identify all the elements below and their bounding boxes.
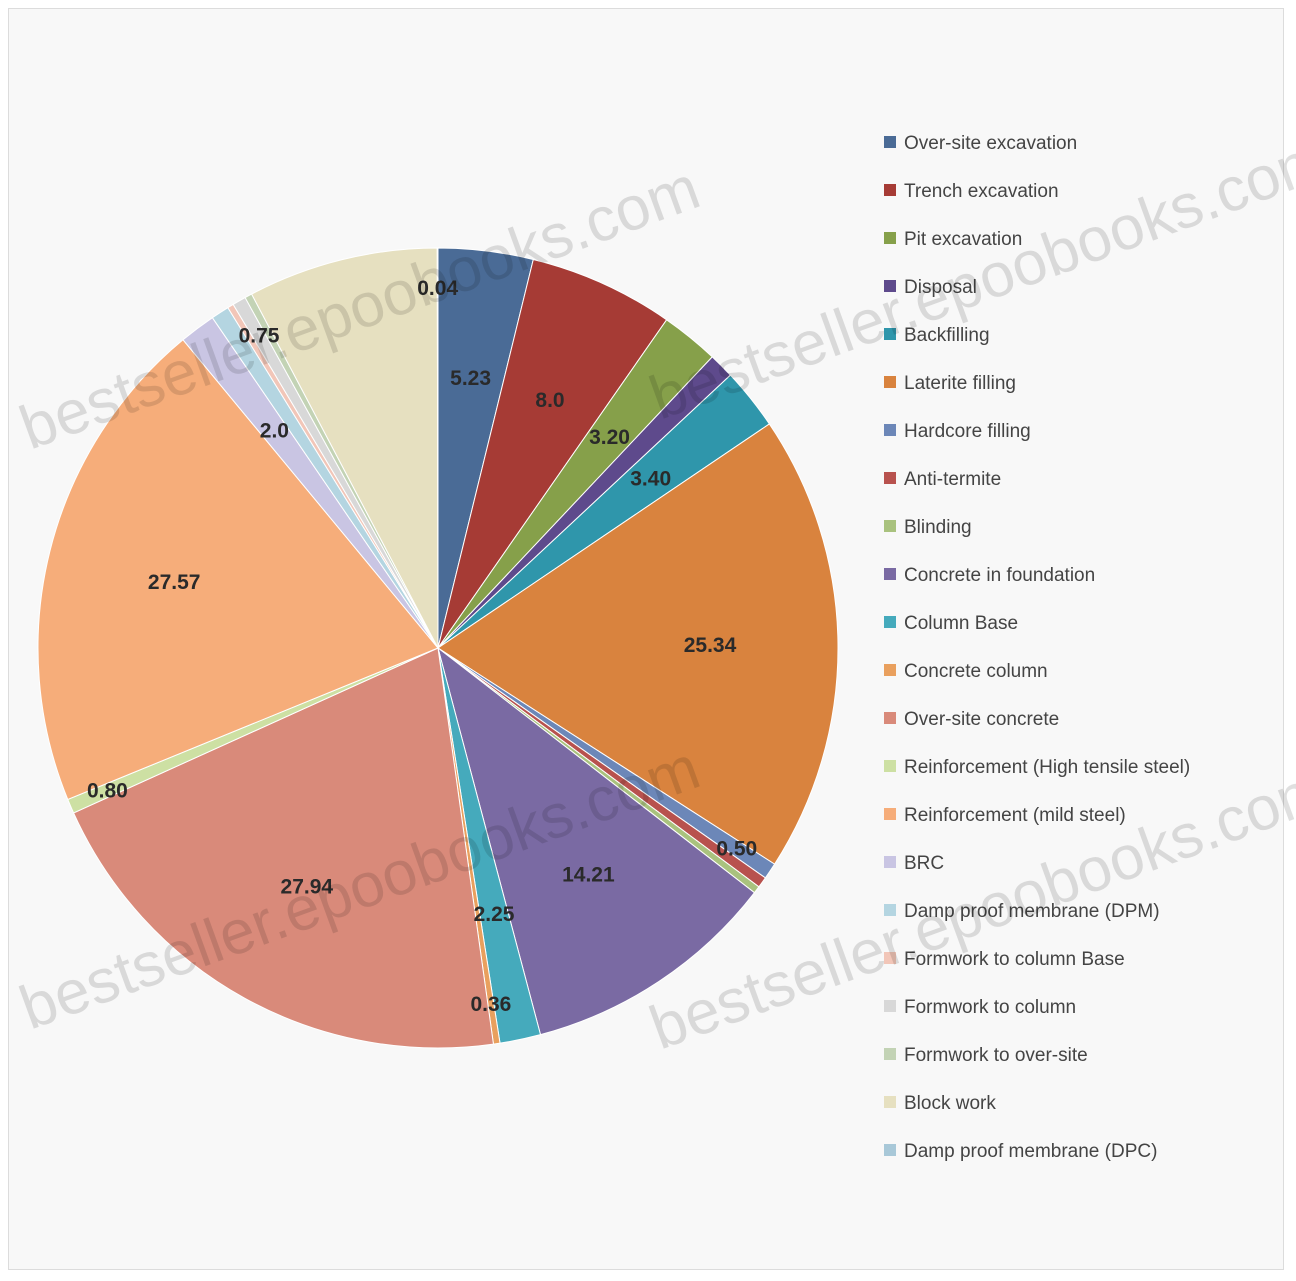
pie-slice: [72, 647, 495, 1049]
pie-slice-label: 3.40: [630, 468, 671, 491]
pie-slice: [436, 247, 439, 649]
pie-slice-label: 2.0: [260, 420, 289, 443]
pie-slice: [437, 258, 668, 649]
legend-label: Backfilling: [904, 325, 990, 346]
pie-slice-label: 0.04: [417, 277, 458, 300]
pie-slice-label: 0.75: [239, 325, 280, 348]
pie-slice-label: 5.23: [450, 367, 491, 390]
legend: Over-site excavation Trench excavation Pit…: [884, 133, 1190, 1162]
legend-swatch: [884, 136, 896, 148]
legend-label: Formwork to over-site: [904, 1045, 1088, 1066]
legend-label: Hardcore filling: [904, 421, 1031, 442]
legend-label: Damp proof membrane (DPM): [904, 901, 1160, 922]
legend-swatch: [884, 328, 896, 340]
legend-swatch: [884, 856, 896, 868]
legend-swatch: [884, 472, 896, 484]
legend-label: Formwork to column: [904, 997, 1076, 1018]
legend-label: BRC: [904, 853, 944, 874]
legend-label: Damp proof membrane (DPC): [904, 1141, 1157, 1162]
legend-swatch: [884, 760, 896, 772]
legend-label: Over-site concrete: [904, 709, 1059, 730]
legend-label: Reinforcement (mild steel): [904, 805, 1126, 826]
legend-swatch: [884, 616, 896, 628]
pie-slice-label: 3.20: [589, 426, 630, 449]
legend-swatch: [884, 952, 896, 964]
pie-slice-label: 8.0: [535, 389, 564, 412]
legend-label: Anti-termite: [904, 469, 1001, 490]
legend-swatch: [884, 1144, 896, 1156]
legend-swatch: [884, 424, 896, 436]
legend-label: Disposal: [904, 277, 977, 298]
pie-slice: [437, 646, 756, 1036]
legend-swatch: [884, 712, 896, 724]
pie-slices: [37, 247, 839, 1049]
legend-swatch: [884, 376, 896, 388]
pie-slice: [37, 339, 439, 801]
pie-slice-label: 25.34: [684, 634, 737, 657]
pie-slice-label: 0.80: [87, 779, 128, 802]
legend-label: Column Base: [904, 613, 1018, 634]
legend-swatch: [884, 1000, 896, 1012]
legend-label: Over-site excavation: [904, 133, 1077, 154]
pie-slice-label: 2.25: [474, 903, 515, 926]
legend-swatch: [884, 904, 896, 916]
pie-slice-label: 0.50: [716, 838, 757, 861]
legend-swatch: [884, 568, 896, 580]
legend-label: Block work: [904, 1093, 996, 1114]
legend-label: Pit excavation: [904, 229, 1022, 250]
legend-label: Concrete in foundation: [904, 565, 1095, 586]
legend-label: Formwork to column Base: [904, 949, 1125, 970]
legend-swatch: [884, 808, 896, 820]
pie-slice-label: 14.21: [562, 864, 615, 887]
pie-slice-labels: 5.23 8.0 3.203.40 25.34 0.50 14.21 2.25 0.36 27.…: [87, 277, 757, 1016]
legend-swatch: [884, 1048, 896, 1060]
legend-label: Reinforcement (High tensile steel): [904, 757, 1190, 778]
legend-swatch: [884, 1096, 896, 1108]
legend-swatch: [884, 520, 896, 532]
pie-slice: [437, 423, 839, 865]
legend-label: Trench excavation: [904, 181, 1059, 202]
pie-slice: [250, 247, 439, 649]
legend-swatch: [884, 232, 896, 244]
legend-label: Blinding: [904, 517, 972, 538]
pie-slice-label: 27.94: [281, 875, 334, 898]
legend-label: Laterite filling: [904, 373, 1016, 394]
pie-slice-label: 0.36: [470, 993, 511, 1016]
pie-slice-label: 27.57: [148, 571, 201, 594]
legend-label: Concrete column: [904, 661, 1048, 682]
legend-swatch: [884, 184, 896, 196]
legend-swatch: [884, 280, 896, 292]
legend-swatch: [884, 664, 896, 676]
